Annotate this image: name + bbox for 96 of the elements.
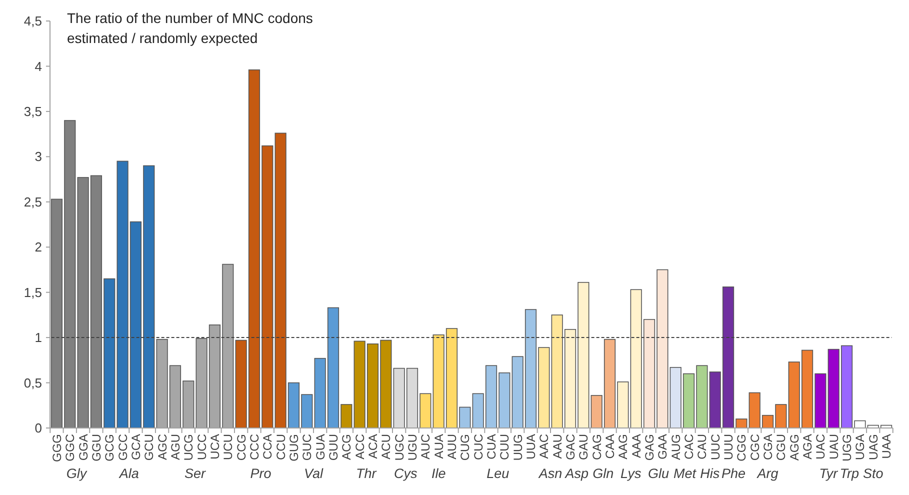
x-tick-label: UCA xyxy=(208,434,222,460)
x-tick-label: AUG xyxy=(668,434,683,460)
x-tick-label: CAC xyxy=(682,434,696,460)
text: Lys xyxy=(620,466,642,481)
x-tick-label: CCC xyxy=(247,434,262,460)
y-tick-label: 1,5 xyxy=(24,284,42,300)
text: Tyr xyxy=(819,466,838,481)
text: Val xyxy=(304,466,324,481)
x-tick-label: UUU xyxy=(721,434,736,460)
x-tick-label: GUA xyxy=(313,434,328,460)
text: Gly xyxy=(66,466,88,481)
x-tick-label: GUC xyxy=(300,434,314,461)
x-tick-label: UCC xyxy=(194,434,209,460)
x-tick-label: CGG xyxy=(734,434,749,462)
text: Asp xyxy=(564,466,589,481)
x-tick-label: GGC xyxy=(63,434,78,462)
x-tick-label: UAG xyxy=(866,434,880,460)
y-tick-label: 0 xyxy=(34,420,42,436)
x-tick-label: AUC xyxy=(418,434,433,460)
x-tick-label: UGC xyxy=(392,434,406,461)
x-tick-label: UGG xyxy=(840,434,854,462)
x-tick-label: AUA xyxy=(432,434,446,459)
x-tick-label: AUU xyxy=(444,434,459,460)
x-tick-label: CGA xyxy=(760,434,775,460)
x-tick-label: ACA xyxy=(366,434,380,459)
x-tick-label: UCU xyxy=(221,434,236,460)
x-tick-label: GGU xyxy=(89,434,104,462)
x-tick-label: GAA xyxy=(656,434,670,460)
x-tick-label: UGU xyxy=(405,434,420,461)
x-tick-label: AGG xyxy=(787,434,802,461)
x-tick-label: GCU xyxy=(142,434,156,461)
text: Thr xyxy=(356,466,377,481)
x-tick-label: AGA xyxy=(800,434,814,460)
x-tick-label: UCG xyxy=(182,434,196,461)
x-tick-label: CUU xyxy=(498,434,512,460)
x-tick-label: GAC xyxy=(563,434,578,460)
text: Gln xyxy=(592,466,614,481)
x-tick-label: CCG xyxy=(234,434,248,461)
x-tick-label: CUA xyxy=(484,434,498,460)
text: Asn xyxy=(538,466,562,481)
x-tick-label: GGA xyxy=(76,434,90,461)
x-tick-label: GAG xyxy=(642,434,656,461)
text: Trp xyxy=(840,466,860,481)
x-tick-label: GAU xyxy=(576,434,591,460)
x-tick-label: ACC xyxy=(352,434,367,460)
x-tick-label: UUA xyxy=(524,434,538,460)
text: Pro xyxy=(250,466,272,481)
x-tick-label: CGU xyxy=(774,434,788,461)
x-tick-label: CCU xyxy=(274,434,288,460)
x-tick-label: GUG xyxy=(286,434,301,462)
y-tick-label: 2,5 xyxy=(24,194,42,210)
text: Ala xyxy=(118,466,140,481)
x-tick-label: CUG xyxy=(458,434,472,461)
x-tick-label: ACG xyxy=(340,434,354,460)
x-tick-label: GCA xyxy=(128,434,143,460)
text: Met xyxy=(674,466,698,481)
x-tick-label: GCG xyxy=(102,434,117,462)
text: Arg xyxy=(756,466,779,481)
x-tick-label: UGA xyxy=(853,434,868,460)
x-tick-label: UUC xyxy=(708,434,722,460)
x-tick-label: ACU xyxy=(379,434,394,460)
x-tick-label: AAG xyxy=(616,434,630,460)
x-tick-label: CAG xyxy=(590,434,604,460)
text: Phe xyxy=(722,466,746,481)
text: Ser xyxy=(184,466,206,481)
x-tick-label: AGC xyxy=(155,434,170,460)
x-tick-label: AAA xyxy=(629,434,644,458)
y-tick-label: 1 xyxy=(34,330,42,346)
text: Leu xyxy=(486,466,510,481)
chart-title: The ratio of the number of MNC codons estimated / randomly expected xyxy=(67,10,313,46)
text: Sto xyxy=(862,466,884,481)
x-tick-label: UAU xyxy=(826,434,841,460)
x-tick-label: UUG xyxy=(510,434,525,461)
x-tick-label: AGU xyxy=(168,434,182,460)
x-tick-label: GCC xyxy=(116,434,130,461)
x-tick-label: CAU xyxy=(695,434,710,460)
x-tick-label: UAC xyxy=(814,434,828,460)
y-tick-label: 3,5 xyxy=(24,104,42,119)
text: Ile xyxy=(431,466,446,481)
x-tick-label: AAC xyxy=(537,434,552,459)
y-tick-label: 0,5 xyxy=(24,375,42,390)
y-tick-label: 4 xyxy=(34,58,42,74)
text: His xyxy=(700,466,720,481)
text: Cys xyxy=(394,466,418,481)
x-tick-label: CGC xyxy=(748,434,762,461)
y-tick-label: 2 xyxy=(34,240,42,255)
y-tick-label: 4,5 xyxy=(24,14,42,29)
x-tick-label: UAA xyxy=(879,434,894,459)
x-tick-label: AAU xyxy=(550,434,564,459)
x-tick-label: CUC xyxy=(471,434,486,460)
x-tick-label: CCA xyxy=(260,434,275,460)
text: Glu xyxy=(648,466,670,481)
x-tick-label: GUU xyxy=(326,434,340,461)
y-tick-label: 3 xyxy=(34,149,42,164)
x-tick-label: CAA xyxy=(602,434,617,459)
x-tick-label: GGG xyxy=(50,434,64,462)
